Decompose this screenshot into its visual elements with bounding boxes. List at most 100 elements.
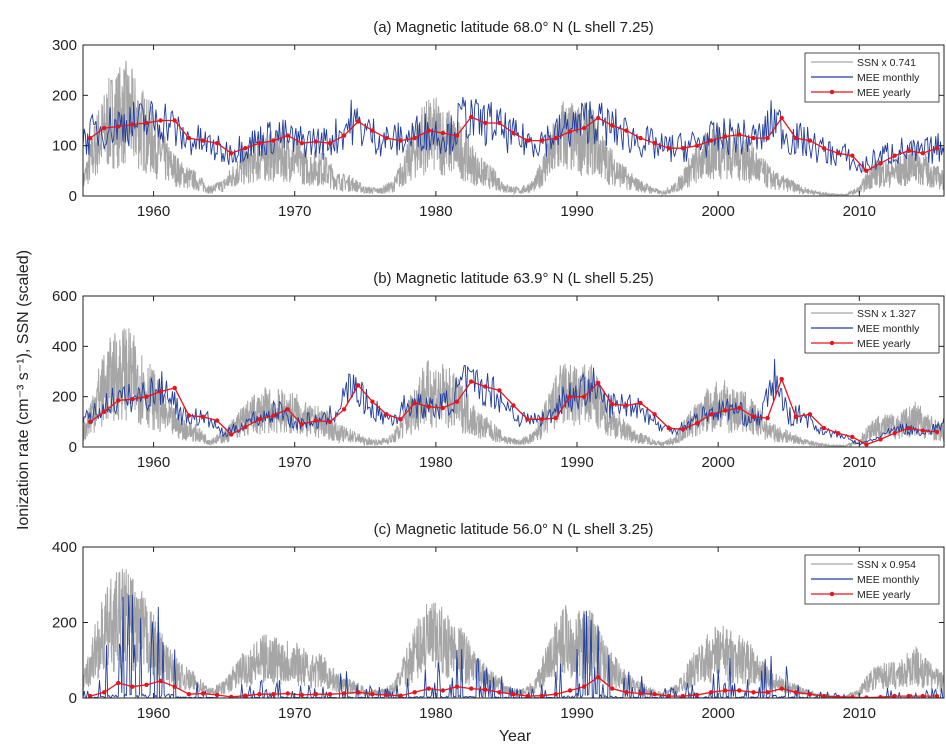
data-point-mee-yearly [384, 135, 389, 141]
data-point-mee-yearly [313, 418, 319, 423]
data-point-mee-yearly [708, 138, 714, 143]
data-point-mee-yearly [906, 693, 911, 698]
data-point-mee-yearly [581, 684, 587, 689]
data-point-mee-yearly [243, 693, 248, 698]
data-point-mee-yearly [341, 133, 347, 138]
data-point-mee-yearly [271, 692, 276, 697]
legend-mee-monthly-label: MEE monthly [857, 574, 920, 586]
data-point-mee-yearly [864, 442, 869, 447]
data-point-mee-yearly [821, 425, 827, 431]
data-point-mee-yearly [483, 687, 488, 692]
legend-mee-yearly-marker [829, 340, 835, 346]
x-tick-label: 1980 [419, 705, 452, 722]
data-point-mee-yearly [539, 417, 544, 422]
data-point-mee-yearly [116, 124, 121, 129]
data-point-mee-yearly [906, 148, 911, 153]
data-point-mee-yearly [130, 122, 135, 127]
data-point-mee-yearly [666, 425, 671, 431]
data-point-mee-yearly [920, 151, 925, 156]
x-tick-label: 1980 [419, 203, 452, 220]
data-point-mee-yearly [596, 115, 601, 121]
data-point-mee-yearly [666, 146, 671, 151]
data-point-mee-yearly [243, 146, 248, 151]
data-point-mee-yearly [257, 417, 262, 422]
axes-box [82, 44, 945, 197]
data-point-mee-yearly [864, 168, 869, 173]
data-point-mee-yearly [102, 125, 107, 131]
data-point-mee-yearly [850, 695, 855, 698]
data-point-mee-yearly [539, 693, 544, 698]
data-point-mee-yearly [285, 133, 290, 138]
x-tick-label: 2010 [843, 705, 876, 722]
data-point-mee-yearly [313, 692, 319, 697]
data-point-mee-yearly [412, 400, 417, 406]
data-point-mee-yearly [426, 128, 431, 133]
data-point-mee-yearly [835, 151, 841, 156]
data-point-mee-yearly [440, 130, 446, 136]
data-point-mee-yearly [793, 690, 798, 695]
data-point-mee-yearly [271, 413, 276, 418]
data-point-mee-yearly [892, 693, 897, 698]
data-point-mee-yearly [878, 161, 883, 166]
data-point-mee-yearly [440, 688, 446, 693]
data-point-mee-yearly [821, 693, 827, 698]
data-point-mee-yearly [229, 432, 234, 437]
data-point-mee-yearly [144, 120, 149, 126]
data-point-mee-yearly [737, 688, 742, 693]
data-point-mee-yearly [116, 680, 121, 686]
data-point-mee-yearly [850, 434, 855, 440]
panel-title: (a) Magnetic latitude 68.0° N (L shell 7… [373, 19, 654, 36]
data-point-mee-yearly [356, 690, 361, 695]
legend-mee-yearly-marker [829, 89, 835, 95]
y-tick-label: 0 [69, 439, 77, 456]
data-point-mee-yearly [934, 146, 940, 151]
x-tick-label: 1960 [137, 705, 170, 722]
data-point-mee-yearly [638, 135, 643, 141]
data-point-mee-yearly [610, 402, 615, 407]
data-point-mee-yearly [638, 400, 643, 406]
data-point-mee-yearly [426, 686, 431, 691]
data-point-mee-yearly [497, 690, 502, 695]
x-tick-label: 1960 [137, 454, 170, 471]
data-point-mee-yearly [144, 394, 149, 399]
data-point-mee-yearly [610, 686, 615, 691]
series-line-mee-monthly [83, 594, 944, 698]
series-line-mee-monthly [83, 358, 944, 446]
legend-mee-yearly-marker [829, 591, 835, 597]
x-tick-label: 1960 [137, 203, 170, 220]
data-point-mee-yearly [581, 394, 587, 399]
data-point-mee-yearly [906, 425, 911, 431]
plot-area [83, 328, 944, 447]
data-point-mee-yearly [864, 695, 869, 698]
data-point-mee-yearly [920, 428, 925, 433]
x-tick-label: 2010 [843, 454, 876, 471]
panel-title: (c) Magnetic latitude 56.0° N (L shell 3… [374, 521, 654, 538]
data-point-mee-yearly [327, 141, 333, 146]
data-point-mee-yearly [130, 397, 135, 402]
data-point-mee-yearly [158, 118, 163, 123]
data-point-mee-yearly [779, 686, 784, 691]
x-tick-label: 1970 [278, 203, 311, 220]
y-tick-label: 0 [69, 188, 77, 205]
data-point-mee-yearly [511, 403, 516, 408]
legend-ssn-label: SSN x 1.327 [857, 308, 916, 320]
y-tick-label: 400 [52, 338, 77, 355]
data-point-mee-yearly [708, 690, 714, 695]
panel-c: (c) Magnetic latitude 56.0° N (L shell 3… [52, 521, 945, 722]
data-point-mee-yearly [497, 388, 502, 393]
data-point-mee-yearly [341, 407, 347, 412]
x-tick-label: 1990 [560, 705, 593, 722]
axes-box [82, 295, 945, 448]
data-point-mee-yearly [694, 692, 700, 698]
data-point-mee-yearly [553, 415, 558, 421]
data-point-mee-yearly [469, 114, 474, 120]
data-point-mee-yearly [553, 692, 558, 697]
data-point-mee-yearly [920, 693, 925, 698]
data-point-mee-yearly [158, 389, 163, 394]
data-point-mee-yearly [525, 693, 530, 698]
data-point-mee-yearly [892, 153, 897, 158]
data-point-mee-yearly [779, 115, 784, 121]
data-point-mee-yearly [666, 693, 671, 698]
legend: SSN x 0.741 MEE monthly MEE yearly [804, 52, 940, 103]
data-point-mee-yearly [610, 123, 615, 128]
